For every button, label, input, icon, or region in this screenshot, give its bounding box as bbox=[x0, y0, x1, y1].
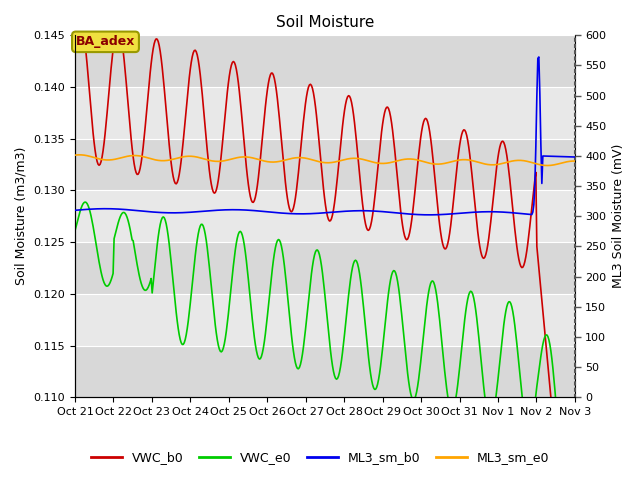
Line: ML3_sm_b0: ML3_sm_b0 bbox=[75, 57, 575, 215]
ML3_sm_b0 bbox=[535, 54, 543, 60]
ML3_sm_b0 bbox=[308, 211, 316, 216]
ML3_sm_e0 bbox=[561, 159, 569, 165]
ML3_sm_e0 bbox=[370, 159, 378, 165]
VWC_e0 bbox=[482, 401, 490, 407]
Bar bbox=[75, 87, 575, 139]
ML3_sm_b0 bbox=[426, 212, 433, 218]
ML3_sm_b0 bbox=[312, 211, 319, 216]
VWC_e0 bbox=[310, 257, 317, 263]
Bar bbox=[75, 191, 575, 242]
ML3_sm_e0 bbox=[76, 152, 84, 158]
ML3_sm_b0 bbox=[571, 154, 579, 160]
VWC_e0 bbox=[370, 385, 378, 391]
Bar bbox=[75, 346, 575, 397]
Y-axis label: ML3 Soil Moisture (mV): ML3 Soil Moisture (mV) bbox=[612, 144, 625, 288]
ML3_sm_e0 bbox=[71, 152, 79, 158]
ML3_sm_b0 bbox=[482, 209, 490, 215]
Title: Soil Moisture: Soil Moisture bbox=[276, 15, 374, 30]
VWC_b0 bbox=[310, 90, 317, 96]
Y-axis label: Soil Moisture (m3/m3): Soil Moisture (m3/m3) bbox=[15, 147, 28, 286]
VWC_b0 bbox=[76, 13, 84, 19]
ML3_sm_e0 bbox=[543, 163, 550, 168]
Bar bbox=[75, 242, 575, 294]
VWC_b0 bbox=[342, 97, 350, 103]
VWC_b0 bbox=[312, 112, 320, 118]
Bar bbox=[75, 139, 575, 191]
Bar bbox=[75, 36, 575, 87]
ML3_sm_e0 bbox=[310, 157, 317, 163]
ML3_sm_e0 bbox=[312, 158, 320, 164]
VWC_e0 bbox=[312, 247, 320, 253]
VWC_b0 bbox=[370, 205, 378, 211]
Legend: VWC_b0, VWC_e0, ML3_sm_b0, ML3_sm_e0: VWC_b0, VWC_e0, ML3_sm_b0, ML3_sm_e0 bbox=[86, 446, 554, 469]
ML3_sm_e0 bbox=[342, 156, 350, 162]
VWC_e0 bbox=[71, 228, 79, 234]
Bar bbox=[75, 294, 575, 346]
Line: VWC_e0: VWC_e0 bbox=[75, 202, 575, 480]
ML3_sm_b0 bbox=[71, 207, 79, 213]
VWC_e0 bbox=[342, 312, 350, 318]
ML3_sm_b0 bbox=[342, 208, 349, 214]
ML3_sm_b0 bbox=[369, 208, 376, 214]
ML3_sm_e0 bbox=[482, 161, 490, 167]
Line: ML3_sm_e0: ML3_sm_e0 bbox=[75, 155, 575, 166]
VWC_b0 bbox=[71, 32, 79, 38]
Text: BA_adex: BA_adex bbox=[76, 36, 135, 48]
Line: VWC_b0: VWC_b0 bbox=[75, 16, 575, 480]
VWC_e0 bbox=[81, 199, 89, 205]
ML3_sm_b0 bbox=[561, 154, 569, 159]
ML3_sm_e0 bbox=[571, 158, 579, 164]
VWC_b0 bbox=[482, 252, 490, 258]
